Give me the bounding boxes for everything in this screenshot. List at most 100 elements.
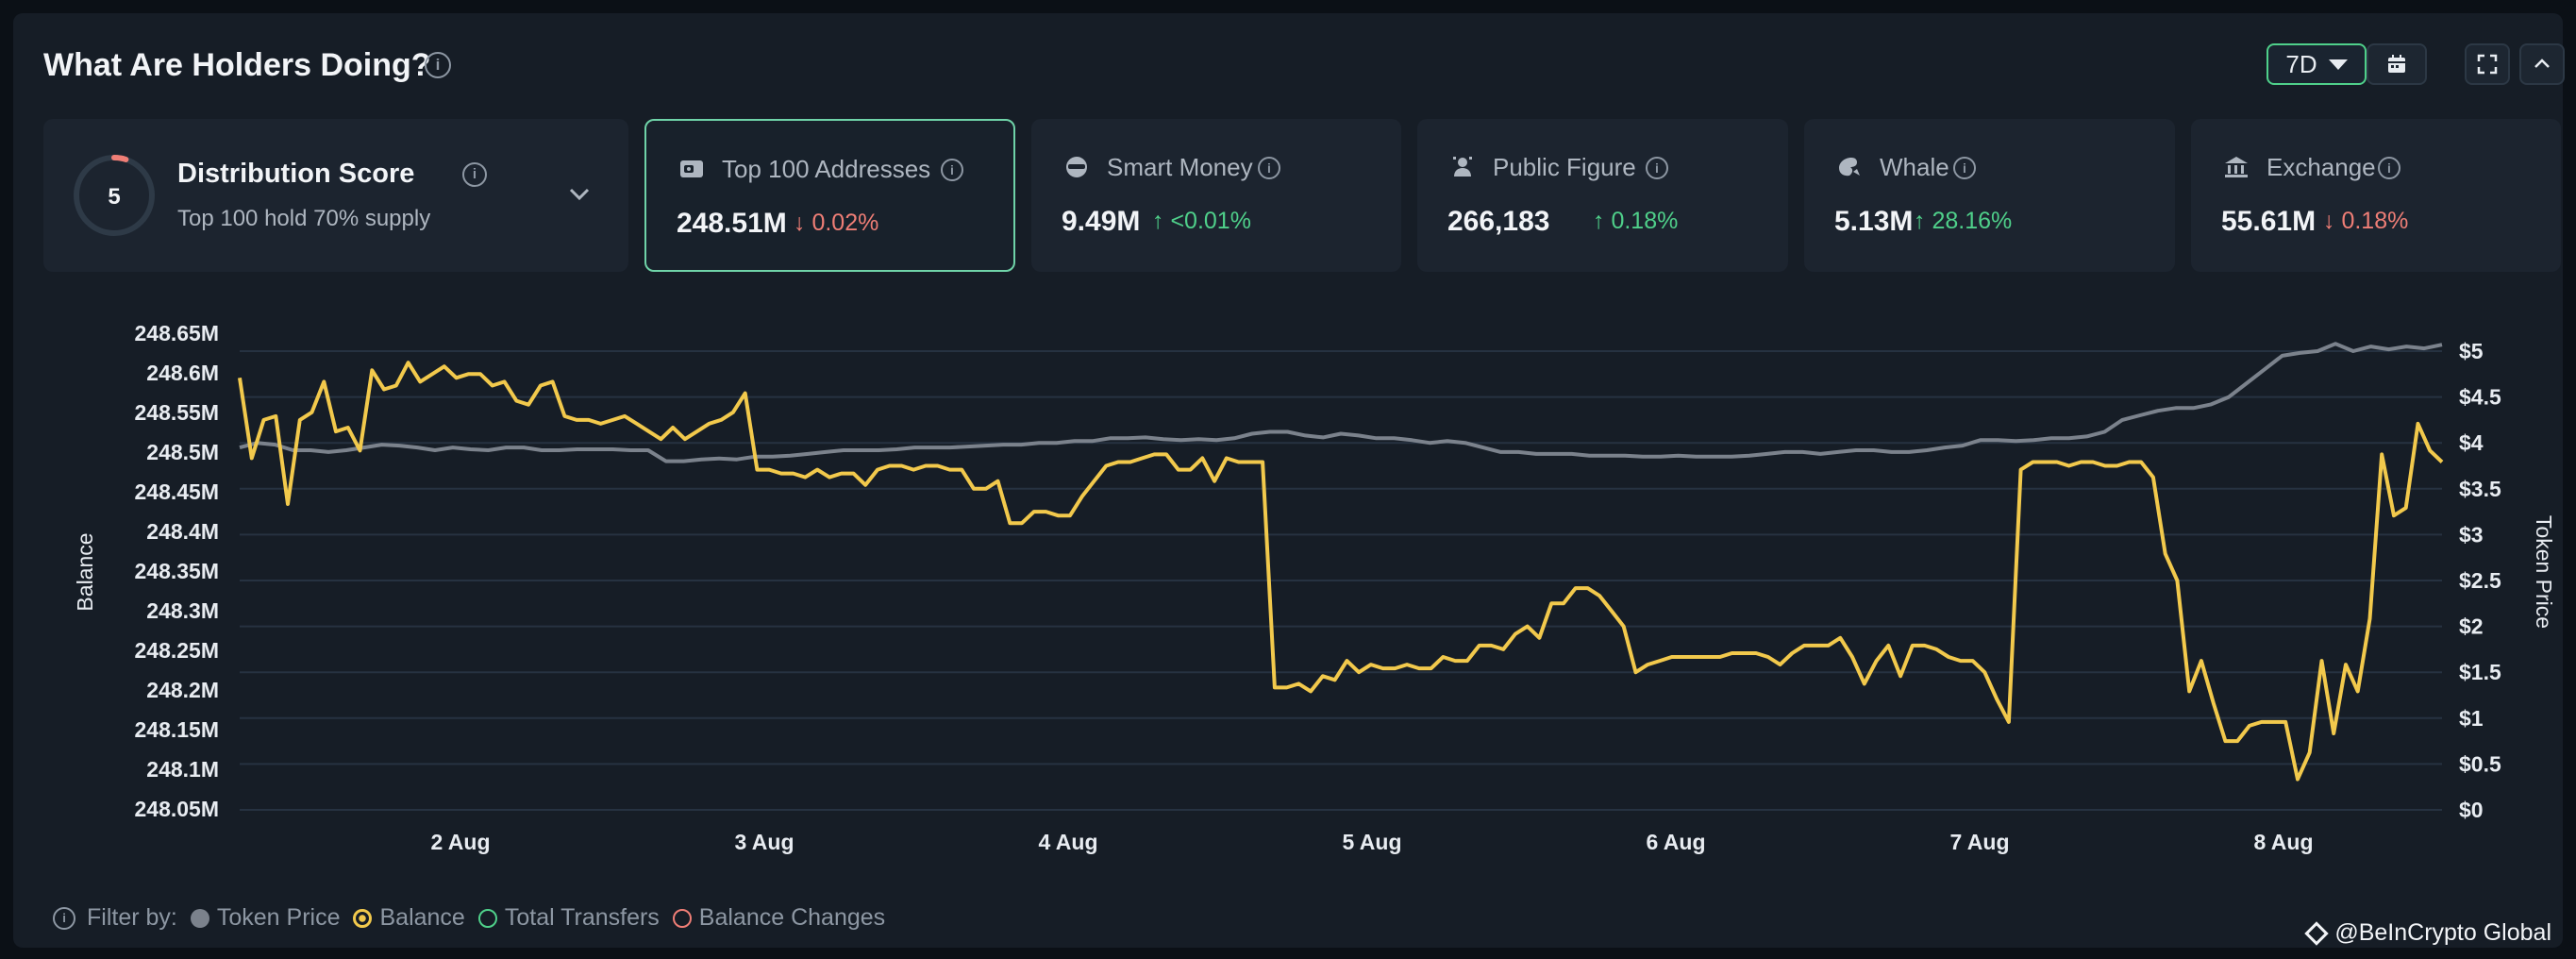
info-icon[interactable]: i [1953,157,1976,179]
chevron-up-icon [2534,59,2550,68]
info-icon[interactable]: i [1646,157,1668,179]
left-tick-label: 248.45M [134,480,219,504]
score-ring: 5 [74,155,155,236]
card-label: Top 100 Addresses [722,155,931,183]
distribution-info-icon[interactable]: i [462,162,487,187]
public-figure-icon [1453,157,1472,177]
filter-label: Filter by: [87,904,177,931]
card-exchange[interactable]: Exchange i 55.61M ↓ 0.18% [2191,119,2561,272]
score-value: 5 [108,184,120,210]
right-tick-label: $4 [2459,430,2484,455]
card-value: 5.13M [1834,206,1914,237]
chevron-down-icon[interactable] [568,187,591,202]
x-tick-label: 2 Aug [430,830,490,854]
x-axis-ticks: 2 Aug 3 Aug 4 Aug 5 Aug 6 Aug 7 Aug 8 Aug [430,830,2313,854]
chart-grid [240,350,2442,811]
card-change: ↑ <0.01% [1152,208,1251,234]
right-tick-label: $1.5 [2459,660,2501,684]
filter-bar: i Filter by: Token Price Balance Total T… [53,904,885,932]
calendar-icon [2388,55,2405,73]
x-tick-label: 6 Aug [1646,830,1705,854]
period-value: 7D [2285,49,2317,78]
right-axis-title: Token Price [2532,515,2556,629]
left-tick-label: 248.15M [134,717,219,742]
x-tick-label: 5 Aug [1342,830,1401,854]
left-tick-label: 248.55M [134,400,219,425]
card-public-figure[interactable]: Public Figure i 266,183 ↑ 0.18% [1417,119,1788,272]
card-change: ↓ 0.18% [2323,208,2409,234]
wallet-icon [680,160,703,177]
x-tick-label: 3 Aug [734,830,794,854]
card-value: 248.51M [677,208,787,239]
card-top-100-addresses[interactable]: Top 100 Addresses i 248.51M ↓ 0.02% [644,119,1015,272]
right-tick-label: $2 [2459,614,2484,639]
info-icon[interactable]: i [2378,157,2400,179]
left-tick-label: 248.3M [146,598,219,623]
right-tick-label: $1 [2459,706,2484,731]
bank-icon [2225,157,2248,177]
right-axis-ticks: $5 $4.5 $4 $3.5 $3 $2.5 $2 $1.5 $1 $0.5 $0 [2459,339,2501,822]
card-value: 266,183 [1447,206,1550,237]
smart-money-icon [1066,157,1087,177]
left-axis-title: Balance [73,532,97,611]
card-label: Exchange [2267,153,2376,181]
left-tick-label: 248.2M [146,678,219,702]
left-tick-label: 248.6M [146,361,219,385]
card-value: 9.49M [1062,206,1141,237]
period-select[interactable]: 7D [2267,43,2367,85]
series-line-token-price [239,342,2443,463]
collapse-button[interactable] [2519,43,2565,85]
calendar-button[interactable] [2367,43,2427,85]
title-info-icon[interactable]: i [425,52,451,78]
right-tick-label: $5 [2459,339,2484,363]
brand-logo-icon [2304,920,2330,946]
x-tick-label: 4 Aug [1038,830,1097,854]
legend-token-price[interactable]: Token Price [190,904,340,932]
right-tick-label: $3 [2459,522,2484,547]
legend-dot-balance [353,908,373,928]
x-tick-label: 8 Aug [2253,830,2313,854]
legend-dot-balance-changes [672,908,692,928]
right-tick-label: $4.5 [2459,385,2501,410]
distribution-score-card[interactable]: 5 Distribution Score i Top 100 hold 70% … [43,119,628,272]
card-change: ↑ 28.16% [1914,208,2013,234]
legend-dot-token-price [190,908,209,928]
left-tick-label: 248.5M [146,440,219,464]
right-tick-label: $2.5 [2459,568,2501,593]
right-tick-label: $3.5 [2459,477,2501,501]
card-value: 55.61M [2221,206,2317,237]
info-icon[interactable]: i [1258,157,1280,179]
brand-watermark: @BeInCrypto Global [2304,919,2551,947]
legend-balance-changes[interactable]: Balance Changes [672,904,885,932]
card-label: Smart Money [1107,153,1253,181]
card-label: Whale [1880,153,1949,181]
left-tick-label: 248.4M [146,519,219,544]
left-tick-label: 248.65M [134,321,219,345]
right-tick-label: $0 [2459,798,2484,822]
whale-icon [1839,158,1860,177]
legend-dot-total-transfers [477,908,497,928]
distribution-label: Distribution Score [177,159,415,189]
filter-info-icon[interactable]: i [53,906,75,930]
distribution-subtitle: Top 100 hold 70% supply [177,206,431,231]
series-line-balance [238,361,2444,782]
caret-down-icon [2328,59,2348,70]
left-tick-label: 248.1M [146,757,219,782]
left-axis-ticks: 248.65M 248.6M 248.55M 248.5M 248.45M 248.4M 2… [134,321,219,821]
card-change: ↑ 0.18% [1593,208,1679,234]
card-change: ↓ 0.02% [794,210,879,236]
right-tick-label: $0.5 [2459,751,2501,776]
card-label: Public Figure [1493,153,1636,181]
card-smart-money[interactable]: Smart Money i 9.49M ↑ <0.01% [1031,119,1401,272]
page-title: What Are Holders Doing? [43,47,431,83]
left-tick-label: 248.05M [134,797,219,821]
x-tick-label: 7 Aug [1949,830,2009,854]
left-tick-label: 248.25M [134,638,219,663]
left-tick-label: 248.35M [134,559,219,583]
info-icon[interactable]: i [941,159,963,181]
fullscreen-button[interactable] [2465,43,2510,85]
card-whale[interactable]: Whale i 5.13M ↑ 28.16% [1804,119,2175,272]
legend-total-transfers[interactable]: Total Transfers [477,904,660,932]
legend-balance[interactable]: Balance [353,904,465,932]
